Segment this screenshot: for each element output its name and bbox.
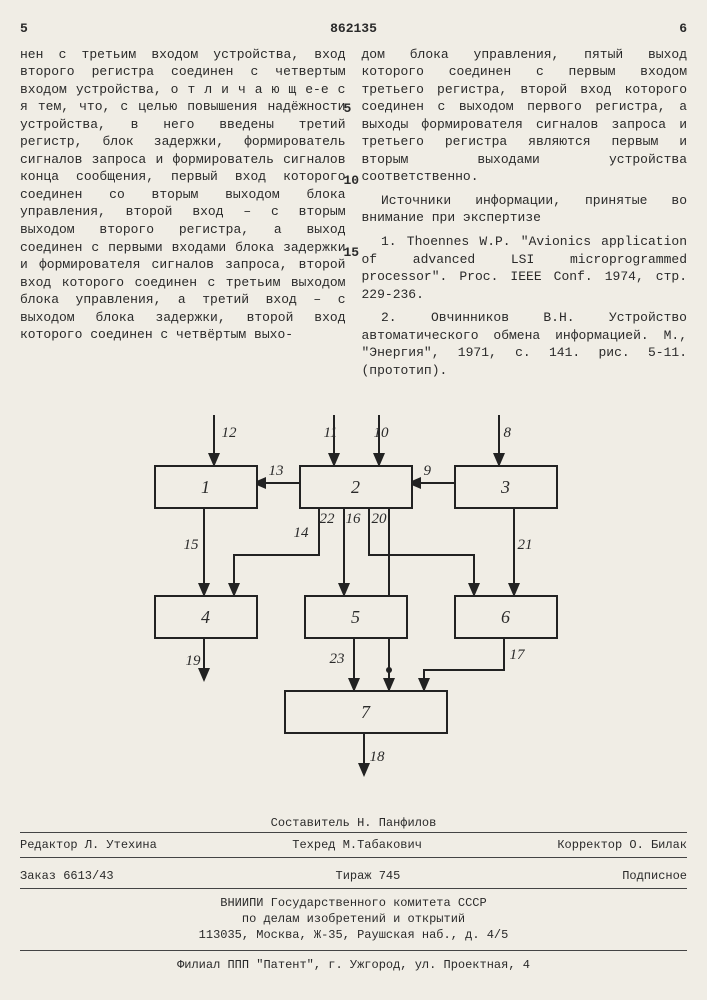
label-12: 12 (222, 423, 237, 443)
label-19: 19 (186, 651, 201, 671)
label-18: 18 (370, 747, 385, 767)
line-marker-10: 10 (344, 172, 360, 190)
page-col-left-num: 5 (20, 20, 28, 38)
left-text: нен с третьим входом устройства, вход вт… (20, 46, 346, 344)
footer: Составитель Н. Панфилов Редактор Л. Утех… (20, 815, 687, 972)
order-num: Заказ 6613/43 (20, 868, 114, 884)
block-6: 6 (454, 595, 558, 639)
block-2: 2 (299, 465, 413, 509)
label-22: 22 (320, 509, 335, 529)
sources-title: Источники информации, принятые во вниман… (362, 192, 688, 227)
block-3: 3 (454, 465, 558, 509)
label-23: 23 (330, 649, 345, 669)
reference-2: 2. Овчинников В.Н. Устройство автоматиче… (362, 309, 688, 379)
right-text-1: дом блока управления, пятый выход которо… (362, 46, 688, 186)
label-9: 9 (424, 461, 432, 481)
text-columns: нен с третьим входом устройства, вход вт… (20, 46, 687, 386)
label-13: 13 (269, 461, 284, 481)
footer-credits: Редактор Л. Утехина Техред М.Табакович К… (20, 832, 687, 858)
header: 5 862135 6 (20, 20, 687, 38)
signed: Подписное (622, 868, 687, 884)
label-17: 17 (510, 645, 525, 665)
label-8: 8 (504, 423, 512, 443)
block-4: 4 (154, 595, 258, 639)
block-7: 7 (284, 690, 448, 734)
reference-1: 1. Thoennes W.P. "Avionics application o… (362, 233, 688, 303)
label-10: 10 (374, 423, 389, 443)
line-marker-15: 15 (344, 244, 360, 262)
patent-number: 862135 (28, 20, 679, 38)
label-11: 11 (324, 423, 338, 443)
address: 113035, Москва, Ж-35, Раушская наб., д. … (20, 927, 687, 943)
left-column: нен с третьим входом устройства, вход вт… (20, 46, 346, 386)
footer-order: Заказ 6613/43 Тираж 745 Подписное (20, 864, 687, 889)
org-line-1: ВНИИПИ Государственного комитета СССР (20, 895, 687, 911)
page-col-right-num: 6 (679, 20, 687, 38)
label-20: 20 (372, 509, 387, 529)
block-1: 1 (154, 465, 258, 509)
composer: Составитель Н. Панфилов (20, 815, 687, 831)
page: 5 862135 6 нен с третьим входом устройст… (20, 20, 687, 973)
label-21: 21 (518, 535, 533, 555)
label-15: 15 (184, 535, 199, 555)
block-diagram: 1 2 3 4 5 6 7 12 11 10 8 13 9 15 14 22 1… (134, 405, 574, 785)
tirazh: Тираж 745 (336, 868, 401, 884)
branch: Филиал ППП "Патент", г. Ужгород, ул. Про… (20, 957, 687, 973)
corrector: Корректор О. Билак (557, 837, 687, 853)
org-line-2: по делам изобретений и открытий (20, 911, 687, 927)
editor: Редактор Л. Утехина (20, 837, 157, 853)
line-marker-5: 5 (344, 100, 352, 118)
block-5: 5 (304, 595, 408, 639)
label-16: 16 (346, 509, 361, 529)
right-column: 5 10 15 дом блока управления, пятый выхо… (362, 46, 688, 386)
label-14: 14 (294, 523, 309, 543)
techred: Техред М.Табакович (292, 837, 422, 853)
